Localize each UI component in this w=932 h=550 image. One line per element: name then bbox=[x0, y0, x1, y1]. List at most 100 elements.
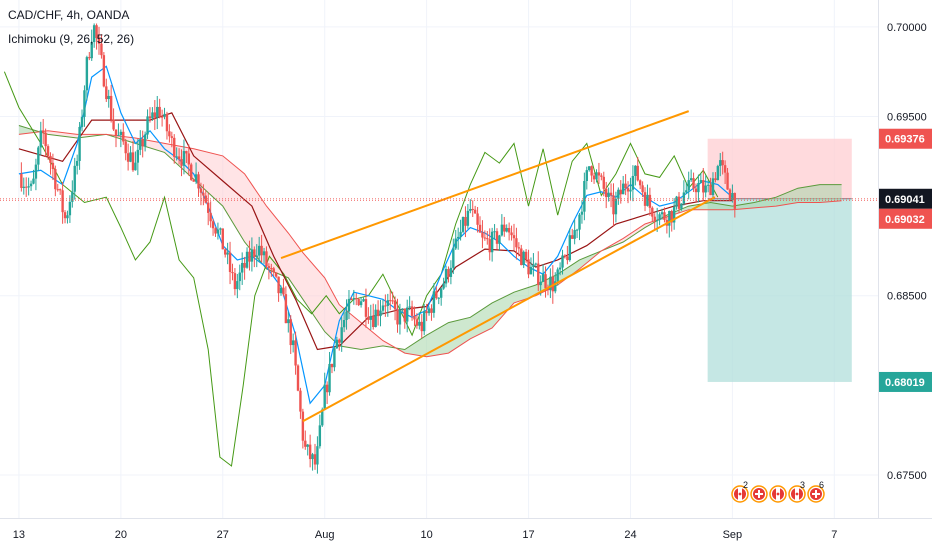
candle-56 bbox=[156, 95, 159, 130]
candle-body bbox=[634, 165, 637, 176]
trend-channel[interactable] bbox=[280, 110, 716, 423]
candle-body bbox=[369, 316, 373, 320]
candle-body bbox=[648, 194, 652, 208]
candle-222 bbox=[558, 262, 562, 276]
candle-77 bbox=[207, 192, 210, 226]
candle-body bbox=[357, 298, 360, 306]
candle-175 bbox=[444, 265, 448, 288]
candle-7 bbox=[37, 145, 40, 172]
candle-body bbox=[301, 411, 305, 441]
candle-body bbox=[668, 210, 671, 226]
candle-97 bbox=[255, 244, 258, 268]
candle-body bbox=[163, 113, 166, 117]
candle-110 bbox=[287, 311, 290, 333]
candle-body bbox=[515, 238, 518, 248]
candle-body bbox=[403, 308, 406, 322]
candle-body bbox=[291, 340, 295, 346]
candle-body bbox=[289, 319, 292, 346]
canada-flag-icon[interactable]: 3 bbox=[788, 480, 806, 503]
canada-flag-icon[interactable]: 2 bbox=[731, 480, 749, 503]
candle-220 bbox=[554, 272, 557, 294]
candle-23 bbox=[75, 154, 79, 175]
candle-body bbox=[376, 309, 380, 317]
candle-282 bbox=[704, 175, 707, 198]
candle-88 bbox=[233, 268, 237, 296]
candle-body bbox=[160, 116, 164, 118]
candle-275 bbox=[687, 171, 690, 200]
indicator-title[interactable]: Ichimoku (9, 26, 52, 26) bbox=[8, 32, 135, 46]
candle-36 bbox=[107, 89, 110, 108]
candle-186 bbox=[471, 200, 474, 218]
candle-body bbox=[464, 216, 467, 226]
candle-37 bbox=[109, 84, 113, 123]
candle-body bbox=[112, 119, 115, 130]
candle-274 bbox=[685, 182, 688, 195]
candle-body bbox=[32, 178, 35, 184]
candle-136 bbox=[350, 296, 353, 301]
candle-body bbox=[575, 229, 579, 231]
candle-body bbox=[539, 281, 542, 286]
switzerland-flag-icon[interactable] bbox=[750, 485, 768, 503]
candle-body bbox=[316, 446, 319, 465]
candle-body bbox=[168, 131, 171, 137]
candle-239 bbox=[600, 173, 603, 181]
candle-body bbox=[544, 274, 547, 289]
candle-body bbox=[500, 224, 504, 236]
candle-281 bbox=[702, 167, 705, 201]
candle-body bbox=[621, 183, 625, 195]
candle-29 bbox=[90, 29, 93, 61]
candle-body bbox=[95, 25, 98, 39]
candle-body bbox=[614, 198, 618, 215]
price-label-text: 0.69376 bbox=[885, 134, 925, 146]
candle-168 bbox=[427, 306, 431, 316]
candle-body bbox=[520, 248, 523, 266]
candle-body bbox=[250, 249, 254, 262]
candle-body bbox=[350, 298, 353, 300]
candle-body bbox=[190, 164, 193, 180]
candle-body bbox=[364, 299, 368, 317]
switzerland-flag-icon[interactable]: 6 bbox=[807, 480, 825, 503]
price-label-target: 0.68019 bbox=[879, 371, 932, 392]
candle-187 bbox=[473, 205, 477, 214]
candle-body bbox=[483, 237, 487, 239]
candle-184 bbox=[466, 204, 470, 229]
candle-body bbox=[682, 192, 686, 204]
candle-body bbox=[503, 224, 506, 232]
symbol-title[interactable]: CAD/CHF, 4h, OANDA bbox=[8, 8, 130, 22]
candle-body bbox=[641, 185, 644, 193]
candle-body bbox=[389, 300, 392, 302]
channel-lower-line bbox=[302, 196, 716, 423]
candles[interactable] bbox=[20, 23, 737, 474]
candle-body bbox=[318, 425, 322, 447]
candle-body bbox=[558, 267, 562, 270]
candle-body bbox=[211, 221, 215, 229]
x-tick-label-5: 17 bbox=[522, 529, 534, 541]
candle-25 bbox=[80, 109, 84, 132]
candle-body bbox=[505, 227, 508, 232]
candle-body bbox=[345, 311, 348, 321]
candle-body bbox=[22, 186, 25, 188]
candle-body bbox=[148, 116, 152, 119]
candle-body bbox=[83, 90, 86, 117]
candle-body bbox=[585, 170, 588, 182]
candle-235 bbox=[590, 165, 593, 183]
candle-body bbox=[73, 165, 76, 192]
candle-body bbox=[580, 211, 584, 215]
event-markers[interactable]: 2 3 6 bbox=[731, 480, 825, 503]
candle-116 bbox=[301, 408, 305, 449]
cloud-segment-4 bbox=[397, 248, 605, 357]
candle-39 bbox=[114, 129, 118, 148]
candle-body bbox=[415, 319, 419, 326]
candle-188 bbox=[476, 206, 479, 233]
canada-flag-icon[interactable] bbox=[769, 485, 787, 503]
candle-44 bbox=[126, 143, 130, 171]
candle-body bbox=[97, 38, 101, 44]
candle-body bbox=[25, 186, 28, 188]
candle-205 bbox=[517, 242, 521, 257]
candle-260 bbox=[651, 206, 654, 222]
candle-261 bbox=[653, 213, 656, 230]
senkou-span-b-line bbox=[18, 130, 842, 358]
candle-119 bbox=[308, 434, 312, 468]
candle-169 bbox=[430, 304, 433, 321]
